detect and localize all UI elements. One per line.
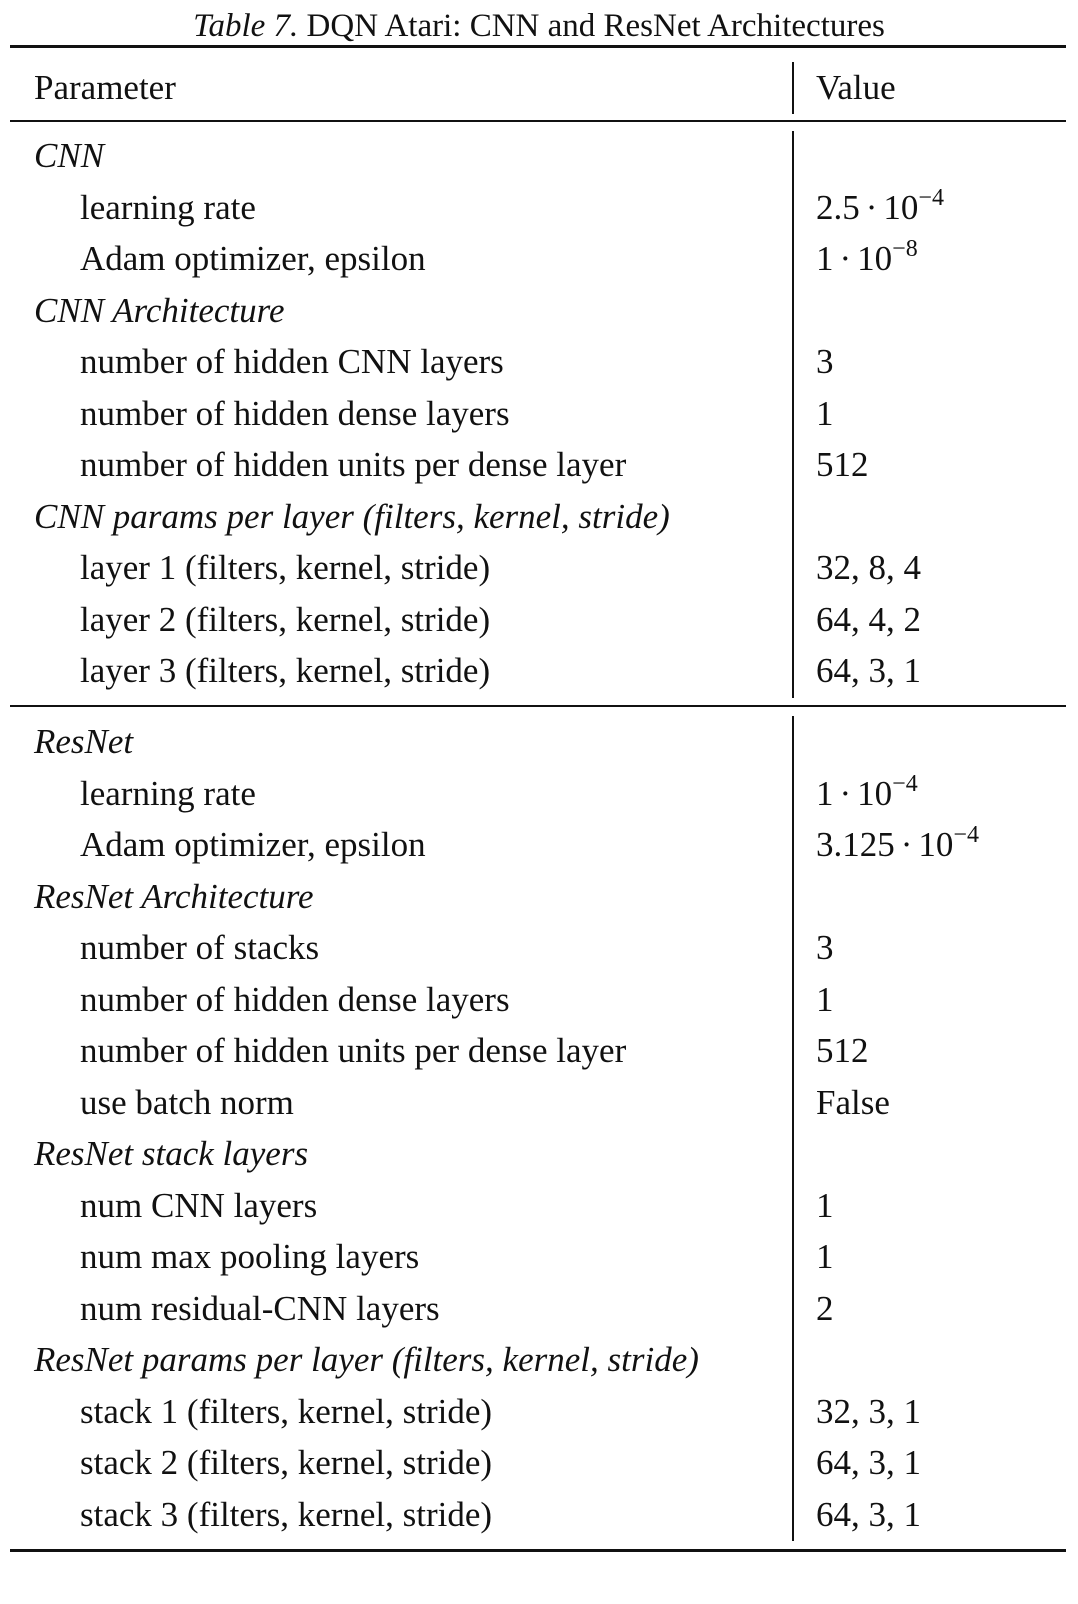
table-row: Adam optimizer, epsilon 3.125 · 10−4 (0, 819, 1078, 871)
param-label: number of hidden CNN layers (80, 342, 504, 381)
param-label: layer 2 (filters, kernel, stride) (80, 599, 491, 639)
param-value: 64, 3, 1 (816, 1443, 921, 1482)
param-label: num residual-CNN layers (80, 1288, 440, 1328)
resnet-architecture-title: ResNet Architecture (34, 876, 314, 916)
table-row: CNN (0, 130, 1078, 182)
table-row: CNN params per layer (filters, kernel, s… (0, 491, 1078, 543)
param-value: 3 (816, 342, 834, 381)
table-row: ResNet (0, 716, 1078, 768)
section-separator-rule (10, 705, 1066, 707)
cnn-params-title: CNN params per layer (filters, kernel, s… (34, 496, 670, 536)
table-row: number of hidden units per dense layer 5… (0, 1025, 1078, 1077)
cnn-group-title: CNN (34, 136, 105, 175)
param-value: 64, 3, 1 (816, 651, 921, 690)
table-row: learning rate 2.5 · 10−4 (0, 182, 1078, 234)
table-row: learning rate 1 · 10−4 (0, 768, 1078, 820)
param-value: 1 (816, 1237, 834, 1276)
table-row: ResNet Architecture (0, 871, 1078, 923)
table-row: number of hidden dense layers 1 (0, 974, 1078, 1026)
table-row: number of hidden dense layers 1 (0, 388, 1078, 440)
table-row: ResNet stack layers (0, 1128, 1078, 1180)
table-row: ResNet params per layer (filters, kernel… (0, 1334, 1078, 1386)
table-row: use batch norm False (0, 1077, 1078, 1129)
table-row: Adam optimizer, epsilon 1 · 10−8 (0, 233, 1078, 285)
param-label: Adam optimizer, epsilon (80, 825, 426, 864)
table-row: num max pooling layers 1 (0, 1231, 1078, 1283)
param-value: 32, 8, 4 (816, 548, 921, 587)
param-value: 3 (816, 928, 834, 967)
caption-label: Table 7. (193, 8, 299, 44)
param-value: 512 (816, 1031, 869, 1070)
param-value: 64, 3, 1 (816, 1494, 921, 1534)
param-value: 1 (816, 1185, 834, 1225)
table-row: layer 3 (filters, kernel, stride) 64, 3,… (0, 645, 1078, 697)
param-label: layer 3 (filters, kernel, stride) (80, 651, 491, 690)
param-label: learning rate (80, 187, 256, 227)
param-label: Adam optimizer, epsilon (80, 239, 426, 278)
cnn-section: CNN learning rate 2.5 · 10−4 Adam optimize… (0, 130, 1078, 697)
table-row: number of hidden CNN layers 3 (0, 336, 1078, 388)
table-row: number of hidden units per dense layer 5… (0, 439, 1078, 491)
table-row: layer 2 (filters, kernel, stride) 64, 4,… (0, 594, 1078, 646)
param-value: 1 (816, 393, 834, 433)
header-parameter: Parameter (34, 68, 176, 107)
param-label: num max pooling layers (80, 1237, 420, 1276)
top-rule (10, 45, 1066, 48)
header-rule (10, 120, 1066, 122)
param-label: number of hidden units per dense layer (80, 1031, 627, 1070)
resnet-section: ResNet learning rate 1 · 10−4 Adam optimiz… (0, 716, 1078, 1540)
table-row: num CNN layers 1 (0, 1180, 1078, 1232)
resnet-group-title: ResNet (34, 722, 134, 761)
param-label: number of hidden units per dense layer (80, 445, 627, 484)
param-value: 1 (816, 979, 834, 1019)
param-value: 1 · 10−4 (816, 770, 918, 813)
param-value: 3.125 · 10−4 (816, 822, 979, 864)
caption-text: DQN Atari: CNN and ResNet Architectures (306, 8, 885, 44)
table-row: stack 3 (filters, kernel, stride) 64, 3,… (0, 1489, 1078, 1541)
param-label: stack 1 (filters, kernel, stride) (80, 1391, 493, 1431)
table-row: CNN Architecture (0, 285, 1078, 337)
cnn-architecture-title: CNN Architecture (34, 290, 285, 330)
param-label: stack 3 (filters, kernel, stride) (80, 1494, 493, 1534)
param-label: num CNN layers (80, 1185, 318, 1225)
resnet-stack-layers-title: ResNet stack layers (34, 1134, 309, 1173)
header-value: Value (816, 68, 896, 107)
param-label: stack 2 (filters, kernel, stride) (80, 1443, 493, 1482)
table-row: num residual-CNN layers 2 (0, 1283, 1078, 1335)
table-row: stack 1 (filters, kernel, stride) 32, 3,… (0, 1386, 1078, 1438)
param-label: number of hidden dense layers (80, 393, 510, 433)
header-column-divider (792, 62, 794, 114)
param-value: 64, 4, 2 (816, 599, 921, 639)
param-label: number of stacks (80, 928, 320, 967)
table-row: number of stacks 3 (0, 922, 1078, 974)
param-label: learning rate (80, 773, 256, 813)
cnn-column-divider (792, 131, 794, 698)
param-value: 2.5 · 10−4 (816, 184, 944, 227)
param-label: layer 1 (filters, kernel, stride) (80, 548, 491, 587)
param-value: 2 (816, 1288, 834, 1328)
table-caption: Table 7. DQN Atari: CNN and ResNet Archi… (0, 4, 1078, 48)
resnet-column-divider (792, 716, 794, 1541)
param-value: False (816, 1082, 890, 1122)
param-label: use batch norm (80, 1082, 294, 1122)
bottom-rule (10, 1549, 1066, 1552)
table-row: stack 2 (filters, kernel, stride) 64, 3,… (0, 1437, 1078, 1489)
param-value: 32, 3, 1 (816, 1391, 921, 1431)
param-value: 512 (816, 445, 869, 484)
param-value: 1 · 10−8 (816, 236, 918, 278)
table-row: layer 1 (filters, kernel, stride) 32, 8,… (0, 542, 1078, 594)
param-label: number of hidden dense layers (80, 979, 510, 1019)
resnet-params-title: ResNet params per layer (filters, kernel… (34, 1340, 699, 1379)
